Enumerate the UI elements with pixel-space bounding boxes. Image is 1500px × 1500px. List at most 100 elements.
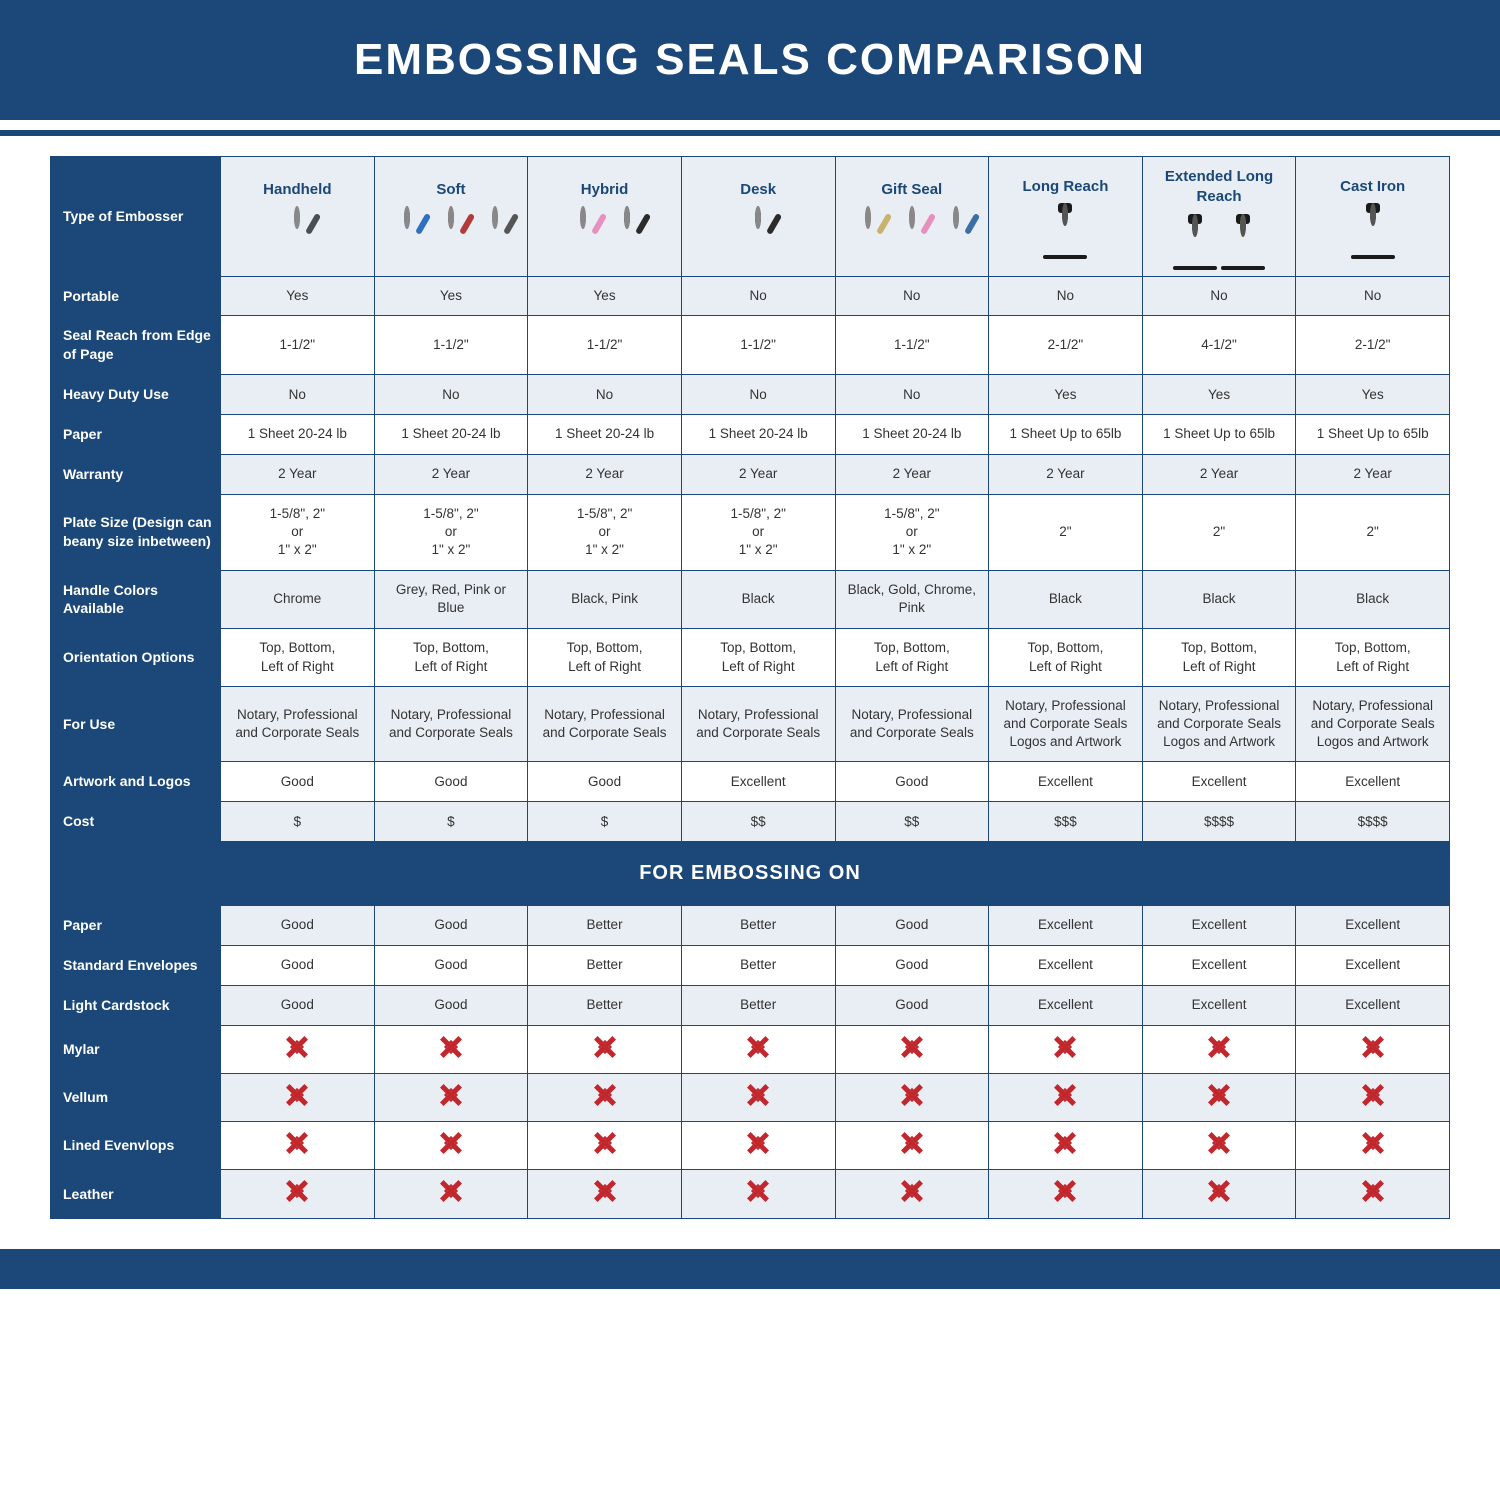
x-icon — [1362, 1180, 1384, 1202]
cell: Yes — [1142, 375, 1296, 415]
x-icon — [1054, 1180, 1076, 1202]
col-label: Gift Seal — [842, 180, 983, 200]
embosser-icon — [475, 208, 515, 252]
cell — [1142, 1170, 1296, 1218]
x-icon — [901, 1036, 923, 1058]
cell: Good — [221, 946, 375, 986]
x-icon — [286, 1036, 308, 1058]
cell: 1 Sheet 20-24 lb — [528, 415, 682, 455]
cell: Top, Bottom,Left of Right — [221, 629, 375, 686]
cell: Top, Bottom,Left of Right — [1296, 629, 1450, 686]
x-icon — [1362, 1036, 1384, 1058]
cell: Good — [835, 906, 989, 946]
cell: Excellent — [1296, 762, 1450, 802]
cell: $ — [221, 802, 375, 842]
x-icon — [594, 1132, 616, 1154]
embosser-icon — [607, 208, 647, 252]
col-icons — [842, 208, 983, 252]
table-row: Seal Reach from Edge of Page1-1/2"1-1/2"… — [51, 316, 1450, 375]
cell: 1-1/2" — [681, 316, 835, 375]
cell: $ — [374, 802, 528, 842]
row-label: Artwork and Logos — [51, 762, 221, 802]
table-row: Warranty2 Year2 Year2 Year2 Year2 Year2 … — [51, 454, 1450, 494]
table-row: Lined Evenvlops — [51, 1122, 1450, 1170]
table-head: Type of Embosser Handheld Soft Hybrid De… — [51, 157, 1450, 277]
x-icon — [1054, 1132, 1076, 1154]
cell — [989, 1074, 1143, 1122]
cell: Excellent — [1296, 946, 1450, 986]
col-icons — [1149, 216, 1290, 266]
embosser-icon — [1043, 205, 1087, 255]
x-icon — [1208, 1132, 1230, 1154]
cell: Excellent — [1296, 906, 1450, 946]
cell: Excellent — [989, 906, 1143, 946]
cell — [374, 1074, 528, 1122]
comparison-table: Type of Embosser Handheld Soft Hybrid De… — [50, 156, 1450, 1219]
cell — [989, 1170, 1143, 1218]
col-header-soft: Soft — [374, 157, 528, 277]
cell: Black — [989, 570, 1143, 629]
x-icon — [440, 1036, 462, 1058]
cell: 1-5/8", 2"or1" x 2" — [681, 494, 835, 570]
col-header-extended: Extended Long Reach — [1142, 157, 1296, 277]
cell — [1142, 1074, 1296, 1122]
col-label: Soft — [381, 180, 522, 200]
col-header-gift: Gift Seal — [835, 157, 989, 277]
cell: Excellent — [681, 762, 835, 802]
x-icon — [594, 1180, 616, 1202]
row-label: Plate Size (Design can beany size inbetw… — [51, 494, 221, 570]
cell: Excellent — [1142, 906, 1296, 946]
cell: Good — [835, 985, 989, 1025]
row-label: Cost — [51, 802, 221, 842]
subheader-row: FOR EMBOSSING ON — [51, 842, 1450, 906]
cell — [1296, 1122, 1450, 1170]
cell: $$$$ — [1296, 802, 1450, 842]
x-icon — [286, 1132, 308, 1154]
cell: 2 Year — [681, 454, 835, 494]
col-label: Hybrid — [534, 180, 675, 200]
cell: Notary, Professional and Corporate Seals — [528, 686, 682, 762]
row-label: Lined Evenvlops — [51, 1122, 221, 1170]
embosser-icon — [277, 208, 317, 252]
cell: 1-1/2" — [528, 316, 682, 375]
col-label: Long Reach — [995, 177, 1136, 197]
embosser-icon — [387, 208, 427, 252]
cell: Chrome — [221, 570, 375, 629]
x-icon — [594, 1036, 616, 1058]
cell: 1-5/8", 2"or1" x 2" — [374, 494, 528, 570]
cell: Better — [528, 985, 682, 1025]
cell: Good — [374, 985, 528, 1025]
cell: 2 Year — [374, 454, 528, 494]
row-label: Standard Envelopes — [51, 946, 221, 986]
cell — [681, 1074, 835, 1122]
cell: 1 Sheet Up to 65lb — [989, 415, 1143, 455]
cell: No — [374, 375, 528, 415]
cell: 1 Sheet 20-24 lb — [221, 415, 375, 455]
embosser-icon — [738, 208, 778, 252]
cell — [835, 1122, 989, 1170]
embosser-icon — [1221, 216, 1265, 266]
embosser-icon — [848, 208, 888, 252]
x-icon — [1054, 1084, 1076, 1106]
cell — [221, 1025, 375, 1073]
x-icon — [901, 1180, 923, 1202]
cell — [681, 1170, 835, 1218]
cell — [835, 1074, 989, 1122]
cell: 2 Year — [989, 454, 1143, 494]
cell: 2" — [989, 494, 1143, 570]
embosser-icon — [563, 208, 603, 252]
cell: $$ — [835, 802, 989, 842]
embosser-icon — [936, 208, 976, 252]
cell — [528, 1025, 682, 1073]
cell: Better — [528, 946, 682, 986]
cell: Yes — [528, 276, 682, 316]
cell: 4-1/2" — [1142, 316, 1296, 375]
cell: Good — [835, 946, 989, 986]
row-label: Mylar — [51, 1025, 221, 1073]
cell: No — [681, 276, 835, 316]
col-header-desk: Desk — [681, 157, 835, 277]
col-label: Handheld — [227, 180, 368, 200]
cell — [374, 1170, 528, 1218]
x-icon — [747, 1084, 769, 1106]
cell — [835, 1025, 989, 1073]
